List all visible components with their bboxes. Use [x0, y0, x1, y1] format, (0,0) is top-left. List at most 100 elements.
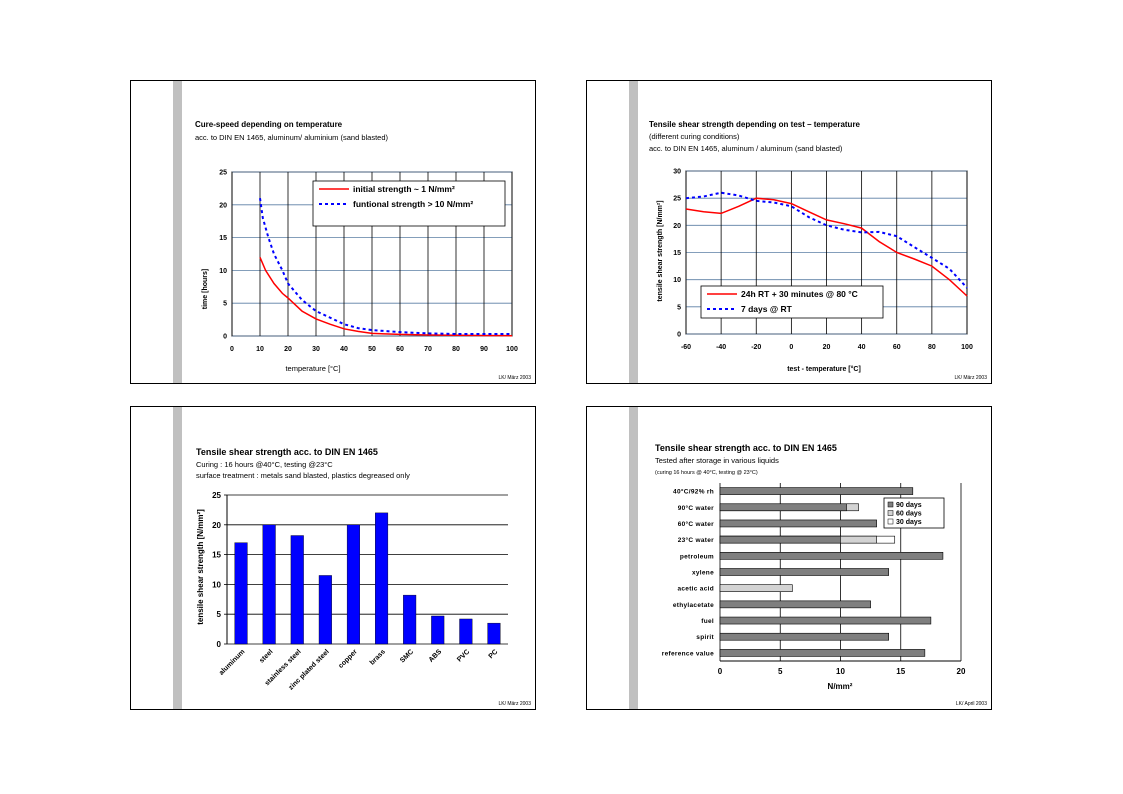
x-tick-label: -60 — [681, 344, 691, 351]
x-tick-label: -20 — [751, 344, 761, 351]
bar — [719, 632, 889, 641]
series-line — [685, 191, 968, 289]
slide-footer: LK/ März 2003 — [498, 701, 531, 707]
bar — [459, 618, 473, 645]
y-tick-label: 20 — [673, 223, 681, 230]
y-tick-label: 25 — [219, 170, 227, 177]
x-tick-label: 70 — [424, 346, 432, 353]
y-tick-label: 25 — [673, 196, 681, 203]
legend-swatch — [887, 518, 894, 525]
legend-swatch — [887, 510, 894, 516]
bar — [719, 552, 944, 560]
x-tick-label: 30 — [312, 346, 320, 353]
x-tick-label: 50 — [368, 346, 376, 353]
y-tick-label: 5 — [223, 301, 227, 308]
y-tick-label: 0 — [223, 334, 227, 341]
y-tick-label: 10 — [219, 268, 227, 275]
legend-swatch — [887, 501, 894, 508]
slide-stripe — [629, 81, 638, 383]
x-tick-label: 5 — [778, 667, 783, 676]
legend-box — [883, 497, 945, 529]
bar — [719, 568, 889, 576]
x-tick-label: 100 — [506, 346, 518, 353]
x-tick-label: ABS — [428, 648, 444, 664]
x-tick-label: steel — [258, 648, 274, 664]
x-axis-label: N/mm² — [828, 682, 853, 691]
bar — [234, 542, 248, 645]
x-tick-label: PVC — [456, 648, 471, 663]
y-tick-label: ethylacetate — [673, 602, 714, 609]
x-axis-label: temperature [°C] — [285, 364, 340, 373]
x-tick-label: 60 — [396, 346, 404, 353]
y-tick-label: 5 — [677, 304, 681, 311]
x-tick-label: 0 — [789, 344, 793, 351]
series-line — [685, 197, 968, 297]
x-tick-label: 0 — [718, 667, 723, 676]
bar — [719, 649, 926, 657]
materials-bar-chart: Tensile shear strength acc. to DIN EN 14… — [196, 447, 531, 707]
bar — [487, 622, 501, 645]
x-tick-label: 60 — [893, 344, 901, 351]
x-tick-label: 10 — [836, 667, 845, 676]
legend-label: 30 days — [896, 519, 922, 526]
y-tick-label: 20 — [219, 202, 227, 209]
x-tick-label: 20 — [823, 344, 831, 351]
bar — [290, 535, 304, 645]
y-tick-label: 25 — [212, 491, 221, 500]
slide-title: Tensile shear strength acc. to DIN EN 14… — [196, 447, 378, 457]
x-tick-label: 80 — [928, 344, 936, 351]
bar — [403, 594, 417, 645]
x-tick-label: PC — [488, 648, 500, 660]
slide-subtitle: (curing 16 hours @ 40°C, testing @ 23°C) — [655, 470, 758, 476]
y-tick-label: 0 — [217, 640, 222, 649]
x-tick-label: 0 — [230, 346, 234, 353]
slide-stripe — [173, 81, 182, 383]
y-axis-label: tensile shear strength [N/mm²] — [657, 200, 664, 301]
slide-subtitle: Curing : 16 hours @40°C, testing @23°C — [196, 460, 333, 469]
cure-speed-chart: Cure-speed depending on temperature acc.… — [195, 120, 531, 381]
y-tick-label: xylene — [692, 570, 714, 577]
bar — [719, 487, 914, 495]
y-tick-label: 90°C water — [678, 504, 714, 512]
slide-subtitle: Tested after storage in various liquids — [655, 456, 779, 465]
x-tick-label: 20 — [284, 346, 292, 353]
bar — [719, 519, 877, 528]
x-tick-label: aluminum — [218, 648, 246, 676]
y-tick-label: fuel — [701, 618, 714, 625]
y-tick-label: 5 — [217, 610, 222, 619]
y-tick-label: 40°C/92% rh — [673, 488, 714, 496]
bar — [719, 535, 841, 544]
x-tick-label: 10 — [256, 346, 264, 353]
slide-title: Tensile shear strength acc. to DIN EN 14… — [655, 443, 837, 453]
y-axis-label: tensile shear strength [N/mm²] — [196, 509, 205, 625]
y-tick-label: 15 — [219, 235, 227, 242]
x-tick-label: 90 — [480, 346, 488, 353]
y-tick-label: petroleum — [680, 553, 714, 560]
test-temperature-chart: Tensile shear strength depending on test… — [649, 120, 987, 381]
legend-label: 60 days — [896, 511, 922, 518]
slide-stripe — [173, 407, 182, 709]
y-tick-label: 10 — [212, 580, 221, 589]
slide-cure-speed: Cure-speed depending on temperature acc.… — [130, 80, 536, 384]
slide-footer: LK/ März 2003 — [498, 375, 531, 381]
bar — [346, 524, 360, 645]
slide-subtitle: surface treatment : metals sand blasted,… — [196, 471, 410, 480]
slide-test-temperature: Tensile shear strength depending on test… — [586, 80, 992, 384]
y-tick-label: 10 — [673, 277, 681, 284]
slide-subtitle: acc. to DIN EN 1465, aluminum/ aluminium… — [195, 133, 389, 142]
x-tick-label: 40 — [340, 346, 348, 353]
bar — [719, 503, 847, 512]
bar — [431, 615, 445, 645]
slide-materials: Tensile shear strength acc. to DIN EN 14… — [130, 406, 536, 710]
y-tick-label: spirit — [696, 634, 714, 641]
x-tick-label: 15 — [896, 667, 905, 676]
y-tick-label: 15 — [212, 551, 221, 560]
legend-label: 24h RT + 30 minutes @ 80 °C — [741, 289, 858, 299]
x-axis-label: test - temperature [°C] — [787, 365, 861, 373]
y-tick-label: 0 — [677, 332, 681, 339]
slide-title: Tensile shear strength depending on test… — [649, 120, 861, 129]
y-tick-label: 60°C water — [678, 520, 714, 528]
y-tick-label: 15 — [673, 250, 681, 257]
x-tick-label: -40 — [716, 344, 726, 351]
x-tick-label: 80 — [452, 346, 460, 353]
